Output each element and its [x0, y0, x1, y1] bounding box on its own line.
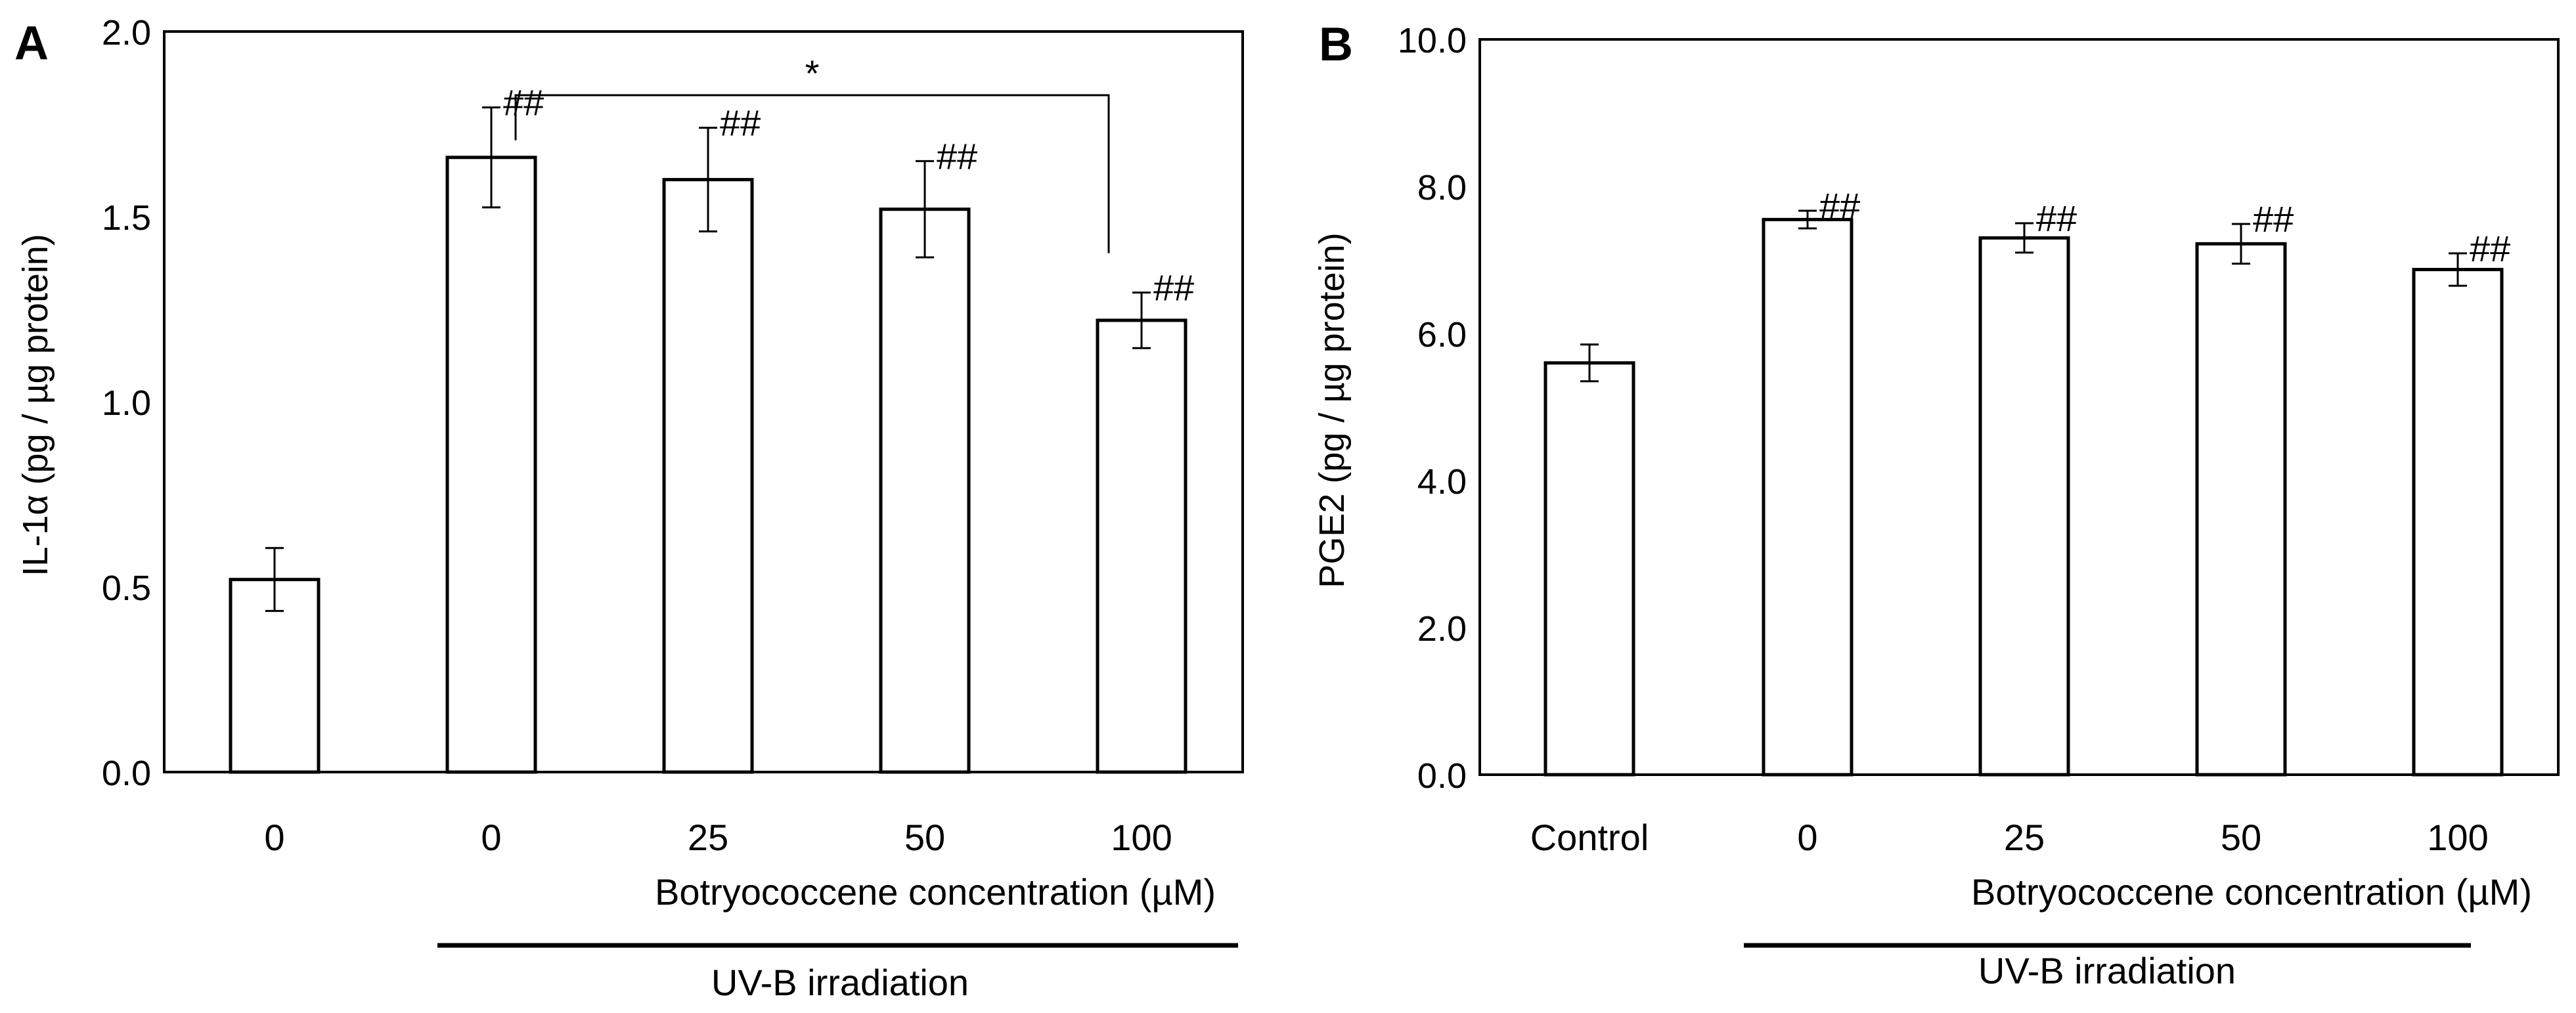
- bar: [662, 178, 754, 774]
- x-tick-label: 25: [688, 817, 728, 858]
- y-tick-label: 1.5: [102, 198, 151, 238]
- significance-marker: ##: [2253, 198, 2294, 240]
- panel-label-b: B: [1319, 18, 1353, 71]
- y-axis-label-a: IL-1α (pg / µg protein): [16, 234, 55, 576]
- bar: [445, 156, 537, 774]
- y-tick-label: 1.0: [102, 383, 151, 423]
- x-tick-label: 50: [904, 817, 945, 858]
- y-tick-label: 0.0: [102, 754, 151, 793]
- x-tick-label: Control: [1530, 817, 1649, 858]
- x-axis-label-b: Botryococcene concentration (µM): [1971, 871, 2532, 913]
- y-ticks-b: 0.0 2.0 4.0 6.0 8.0 10.0: [1398, 21, 1467, 796]
- significance-marker: ##: [1819, 185, 1860, 226]
- y-tick-label: 6.0: [1417, 315, 1467, 355]
- y-tick-label: 0.5: [102, 569, 151, 608]
- significance-marker: ##: [503, 82, 544, 123]
- x-ticks-b: Control 0 25 50 100: [1530, 817, 2489, 858]
- bar: [1096, 318, 1188, 774]
- x-tick-label: 0: [264, 817, 284, 858]
- group-label-a: UV-B irradiation: [711, 962, 969, 1003]
- significance-bracket-a: *: [514, 53, 1110, 253]
- y-tick-label: 2.0: [102, 13, 151, 53]
- panel-a: A IL-1α (pg / µg protein) 0.0 0.5 1.0 1.5 2.…: [14, 13, 1244, 1003]
- significance-marker: ##: [1153, 267, 1194, 309]
- bar: [2195, 242, 2287, 777]
- significance-marker: ##: [2036, 198, 2077, 239]
- bars-b: ## ## ## ##: [1543, 185, 2510, 777]
- bracket-line: [514, 94, 1110, 253]
- y-ticks-a: 0.0 0.5 1.0 1.5 2.0: [102, 13, 151, 793]
- group-label-b: UV-B irradiation: [1978, 950, 2236, 991]
- y-tick-label: 10.0: [1398, 21, 1467, 60]
- y-tick-label: 2.0: [1417, 609, 1467, 649]
- bar: [879, 207, 971, 774]
- x-tick-label: 100: [1111, 817, 1172, 858]
- panel-b: B PGE2 (pg / µg protein) 0.0 2.0 4.0 6.0 8.0…: [1312, 18, 2560, 991]
- y-tick-label: 8.0: [1417, 168, 1467, 207]
- bar: [1762, 217, 1854, 777]
- y-axis-label-b: PGE2 (pg / µg protein): [1312, 232, 1352, 588]
- y-tick-label: 0.0: [1417, 756, 1467, 796]
- significance-marker: ##: [937, 135, 977, 177]
- significance-marker: ##: [720, 102, 761, 144]
- x-ticks-a: 0 0 25 50 100: [264, 817, 1172, 858]
- bracket-label: *: [805, 53, 820, 94]
- x-tick-label: 50: [2221, 817, 2261, 858]
- x-tick-label: 100: [2427, 817, 2488, 858]
- x-tick-label: 0: [481, 817, 501, 858]
- y-tick-label: 4.0: [1417, 462, 1467, 502]
- bar: [1978, 236, 2070, 777]
- bar: [1543, 361, 1635, 777]
- panel-label-a: A: [14, 17, 49, 70]
- significance-marker: ##: [2470, 228, 2510, 269]
- bar: [2412, 268, 2504, 777]
- x-tick-label: 0: [1797, 817, 1817, 858]
- x-axis-label-a: Botryococcene concentration (µM): [655, 871, 1216, 913]
- x-tick-label: 25: [2004, 817, 2045, 858]
- bars-a: ## ## ## ##: [229, 82, 1194, 774]
